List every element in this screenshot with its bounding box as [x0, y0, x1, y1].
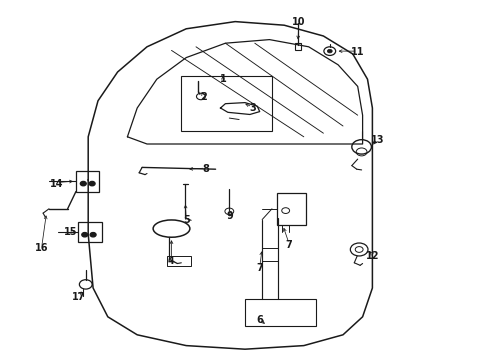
Circle shape: [82, 233, 88, 237]
Text: 11: 11: [351, 47, 365, 57]
Text: 13: 13: [370, 135, 384, 145]
Text: 4: 4: [168, 256, 175, 266]
Bar: [295, 43, 301, 50]
Text: 2: 2: [200, 92, 207, 102]
Text: 7: 7: [256, 263, 263, 273]
Circle shape: [89, 181, 95, 186]
Text: 14: 14: [49, 179, 63, 189]
Text: 3: 3: [249, 103, 256, 113]
Text: 1: 1: [220, 74, 226, 84]
Text: 6: 6: [256, 315, 263, 325]
Text: 17: 17: [72, 292, 85, 302]
Text: 8: 8: [202, 164, 209, 174]
Text: 15: 15: [64, 227, 78, 237]
Circle shape: [80, 181, 86, 186]
Text: 5: 5: [183, 215, 190, 225]
Bar: [181, 76, 272, 131]
Circle shape: [327, 49, 332, 53]
Bar: [78, 222, 102, 242]
Text: 12: 12: [366, 251, 379, 261]
Bar: [277, 193, 306, 225]
Bar: [245, 299, 316, 326]
Circle shape: [90, 233, 96, 237]
Text: 16: 16: [35, 243, 49, 253]
Text: 9: 9: [227, 211, 234, 221]
Bar: [167, 256, 191, 266]
Bar: [76, 171, 99, 192]
Text: 10: 10: [292, 17, 306, 27]
Text: 7: 7: [286, 240, 293, 250]
